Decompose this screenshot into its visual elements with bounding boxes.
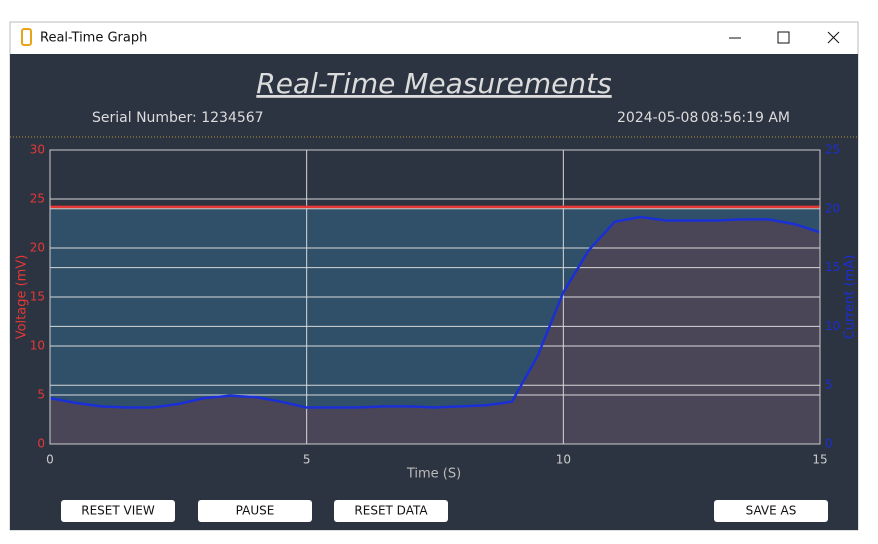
serial-number: Serial Number: 1234567 xyxy=(92,110,264,126)
y2-tick-label: 15 xyxy=(825,260,840,274)
button-label: RESET VIEW xyxy=(81,504,155,518)
time: 08:56:19 AM xyxy=(701,110,790,126)
y-tick-label: 20 xyxy=(30,241,45,255)
x-axis-label: Time (S) xyxy=(406,467,461,482)
y-tick-label: 25 xyxy=(30,192,45,206)
save-as-button[interactable] xyxy=(714,500,828,522)
date: 2024-05-08 xyxy=(617,110,698,126)
y2-tick-label: 20 xyxy=(825,201,840,215)
app-icon xyxy=(21,28,32,46)
reset-view-button[interactable] xyxy=(61,500,175,522)
x-tick-label: 0 xyxy=(46,453,54,467)
y-axis-label: Voltage (mV) xyxy=(15,255,30,340)
window-title: Real-Time Graph xyxy=(40,31,147,46)
y2-axis-label: Current (mA) xyxy=(843,255,858,340)
series-line xyxy=(49,215,821,409)
area xyxy=(50,217,820,444)
x-tick-label: 15 xyxy=(812,453,827,467)
y-tick-label: 30 xyxy=(30,143,45,157)
pause-button[interactable] xyxy=(198,500,312,522)
y-tick-label: 15 xyxy=(30,290,45,304)
y2-tick-label: 10 xyxy=(825,319,840,333)
y2-tick-label: 5 xyxy=(825,378,833,392)
chart-title: Real-Time Measurements xyxy=(256,67,611,100)
x-tick-label: 5 xyxy=(303,453,311,467)
reset-data-button[interactable] xyxy=(334,500,448,522)
x-tick-label: 10 xyxy=(556,453,571,467)
close-button[interactable] xyxy=(827,31,840,44)
button-label: SAVE AS xyxy=(746,504,797,518)
maximize-button[interactable] xyxy=(777,31,790,44)
y2-tick-label: 0 xyxy=(825,437,833,451)
y2-tick-label: 25 xyxy=(825,143,840,157)
y-tick-label: 0 xyxy=(37,437,45,451)
y-tick-label: 10 xyxy=(30,339,45,353)
button-label: RESET DATA xyxy=(354,504,428,518)
plot-frame xyxy=(49,149,821,445)
button-label: PAUSE xyxy=(236,504,275,518)
y-tick-label: 5 xyxy=(37,388,45,402)
